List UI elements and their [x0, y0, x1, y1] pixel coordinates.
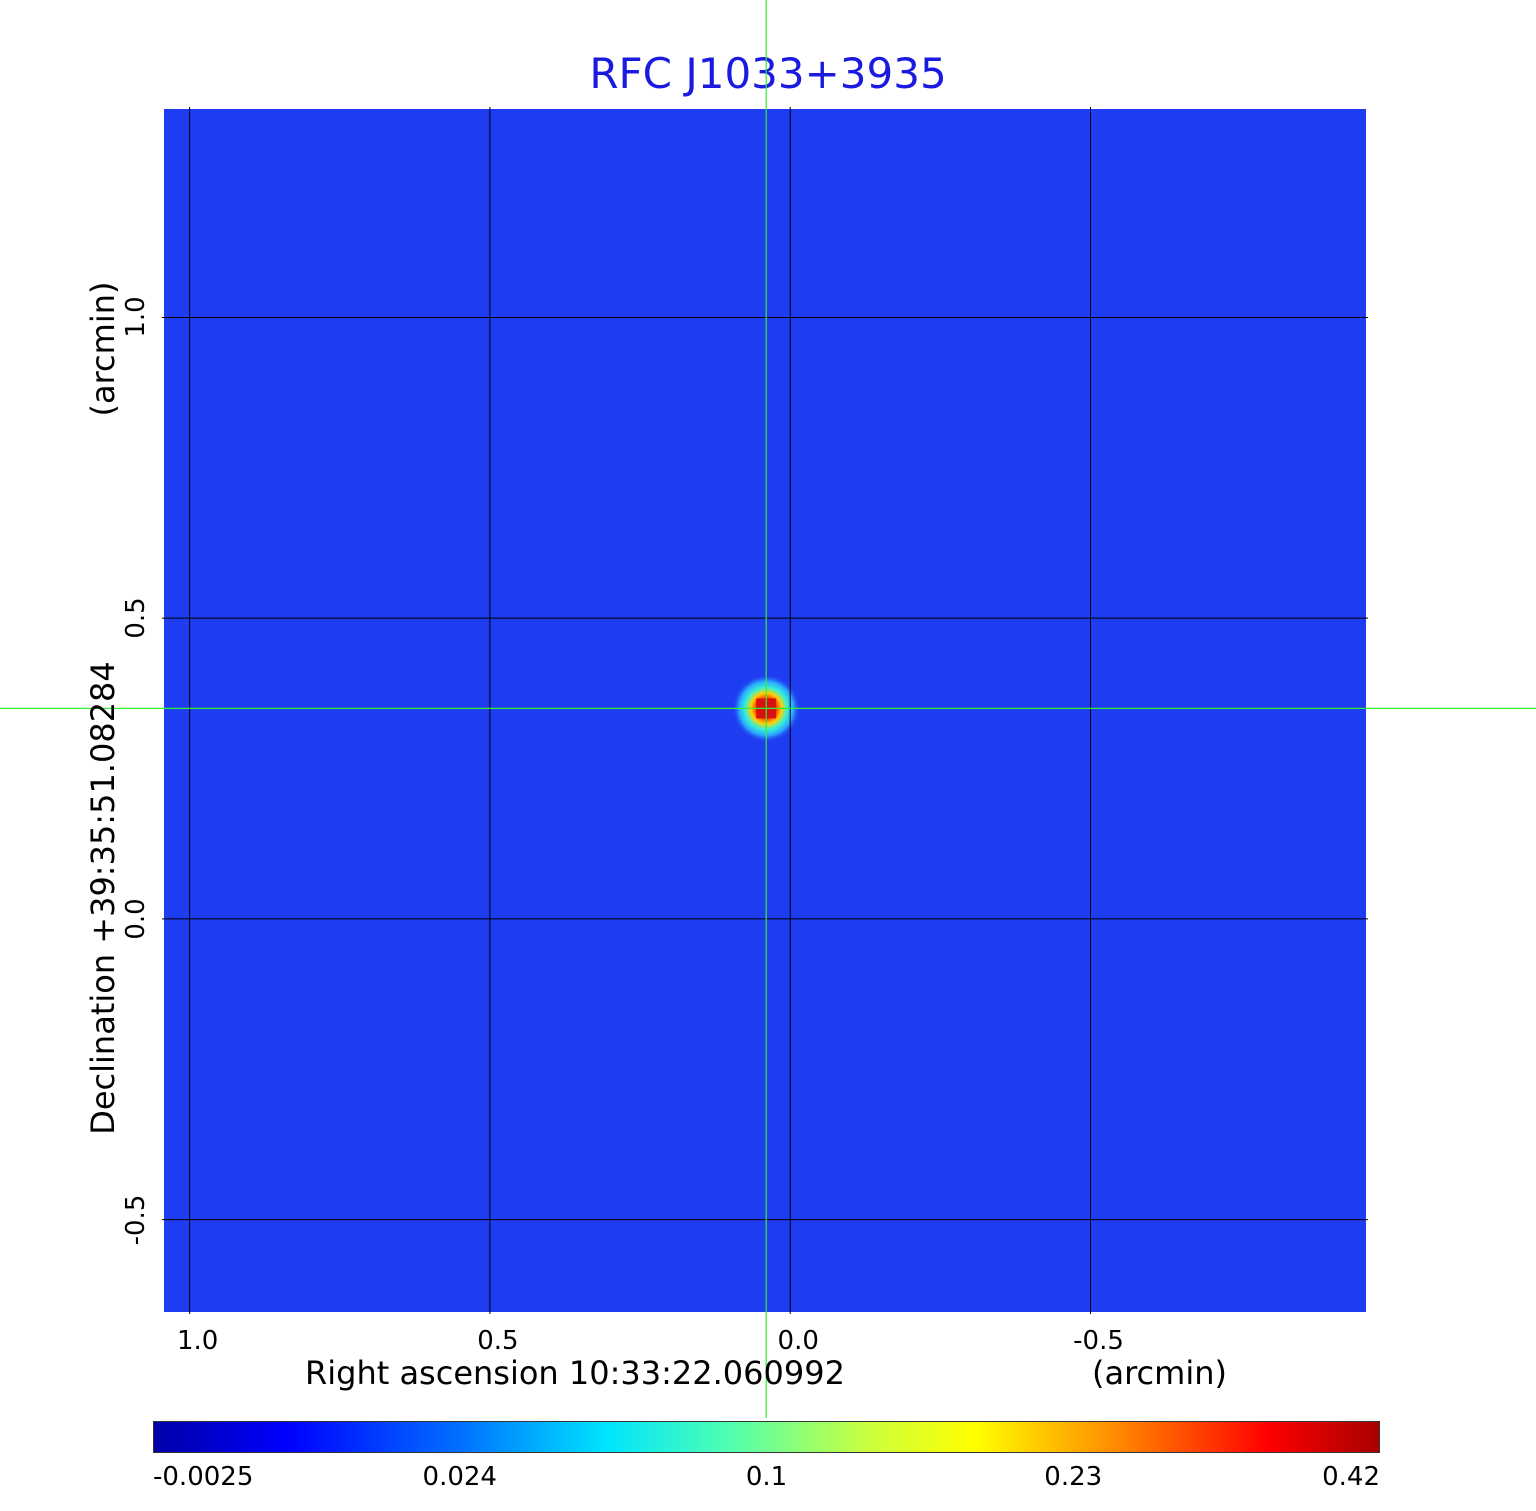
y-axis-unit: (arcmin)	[84, 281, 122, 417]
colorbar-tick-label: 0.42	[1322, 1462, 1380, 1492]
x-axis-unit: (arcmin)	[1092, 1354, 1227, 1392]
x-tick-label: 0.0	[777, 1326, 819, 1356]
y-tick-label: 0.5	[121, 597, 151, 639]
x-tick-label: -0.5	[1073, 1326, 1124, 1356]
y-tick-label: 1.0	[121, 296, 151, 339]
colorbar-tick-label: 0.1	[745, 1462, 788, 1492]
colorbar-tick-label: -0.0025	[153, 1462, 254, 1492]
chart-title: RFC J1033+3935	[589, 49, 947, 98]
x-tick-label: 1.0	[176, 1326, 219, 1356]
x-tick-label: 0.5	[477, 1326, 519, 1356]
colorbar-tick-label: 0.23	[1044, 1462, 1103, 1492]
colorbar-tick-label: 0.024	[422, 1462, 497, 1492]
x-axis-label: Right ascension 10:33:22.060992	[305, 1354, 845, 1392]
y-tick-label: 0.0	[121, 898, 151, 940]
colorbar	[153, 1421, 1380, 1453]
y-tick-label: -0.5	[121, 1194, 151, 1245]
y-axis-label: Declination +39:35:51.08284	[84, 661, 122, 1135]
